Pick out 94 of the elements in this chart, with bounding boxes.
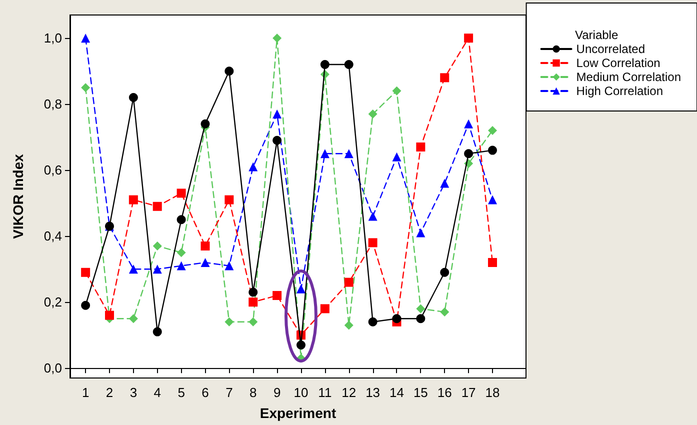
x-tick-label: 11: [318, 385, 332, 400]
point: [416, 314, 426, 324]
y-tick-label: 0,8: [44, 96, 62, 112]
point: [200, 119, 210, 128]
point: [176, 215, 186, 224]
point: [488, 146, 497, 155]
y-tick-label: 0,6: [44, 162, 62, 178]
point: [296, 284, 306, 294]
x-tick-label: 9: [273, 385, 281, 400]
y-tick-label: 0,4: [44, 228, 62, 244]
point: [152, 202, 162, 211]
point: [344, 60, 354, 69]
point: [368, 238, 378, 248]
point: [272, 291, 282, 300]
point: [176, 188, 186, 198]
point: [488, 258, 497, 267]
point: [344, 278, 354, 287]
point: [200, 258, 210, 267]
legend-label: Medium Correlation: [576, 70, 682, 84]
point: [272, 34, 282, 43]
point: [320, 149, 330, 158]
point: [248, 162, 258, 172]
point: [440, 308, 450, 316]
point: [368, 110, 378, 118]
point: [176, 261, 186, 270]
x-tick-label: 4: [154, 385, 161, 400]
point: [152, 327, 162, 336]
point: [320, 60, 330, 69]
legend-label: Uncorrelated: [576, 42, 645, 56]
point: [200, 242, 210, 250]
point: [440, 268, 450, 277]
point: [416, 228, 426, 238]
x-tick-label: 5: [178, 385, 185, 400]
legend-label: High Correlation: [576, 84, 664, 98]
x-tick-label: 12: [342, 385, 356, 400]
x-tick-label: 13: [366, 385, 380, 400]
x-tick-label: 3: [130, 385, 138, 400]
x-tick-label: 16: [437, 385, 452, 400]
point: [272, 110, 282, 118]
point: [224, 261, 234, 270]
point: [81, 268, 90, 277]
point: [128, 93, 138, 102]
point: [224, 195, 234, 204]
point: [128, 264, 138, 274]
point: [224, 317, 234, 326]
point: [368, 317, 378, 326]
point: [248, 317, 258, 326]
point: [488, 195, 497, 204]
point: [128, 314, 138, 324]
point: [392, 314, 402, 324]
point: [416, 304, 426, 314]
y-tick-label: 1,0: [44, 30, 62, 46]
legend-label: Low Correlation: [576, 56, 660, 70]
point: [152, 242, 162, 250]
point: [344, 320, 354, 330]
point: [81, 34, 90, 43]
point: [344, 149, 354, 158]
point: [416, 142, 426, 152]
point: [368, 212, 378, 221]
x-tick-label: 7: [226, 385, 233, 400]
point: [104, 310, 114, 320]
x-tick-label: 17: [461, 385, 476, 400]
x-tick-label: 2: [106, 385, 114, 400]
point: [272, 136, 282, 145]
x-tick-label: 14: [390, 385, 404, 400]
point: [392, 152, 402, 162]
x-axis-title: Experiment: [260, 405, 336, 421]
point: [224, 66, 234, 76]
point: [248, 298, 258, 307]
x-tick-label: 15: [413, 385, 428, 400]
point: [81, 83, 90, 92]
point: [176, 248, 186, 258]
y-tick-label: 0,0: [44, 360, 62, 376]
point: [464, 119, 474, 128]
point: [440, 73, 450, 82]
x-tick-label: 6: [202, 385, 209, 400]
point: [128, 195, 138, 204]
point: [464, 149, 474, 158]
point: [81, 300, 90, 310]
point: [152, 264, 162, 274]
x-tick-label: 10: [294, 385, 308, 400]
point: [440, 178, 450, 188]
legend-title: Variable: [575, 28, 618, 42]
y-axis-title: VIKOR Index: [10, 154, 26, 239]
point: [488, 126, 497, 135]
x-tick-label: 1: [82, 385, 90, 400]
x-tick-label: 18: [485, 385, 500, 400]
point: [296, 340, 306, 350]
x-tick-label: 8: [250, 385, 257, 400]
point: [464, 34, 474, 43]
point: [320, 304, 330, 314]
y-tick-label: 0,2: [44, 294, 62, 310]
point: [248, 288, 258, 297]
point: [392, 86, 402, 96]
